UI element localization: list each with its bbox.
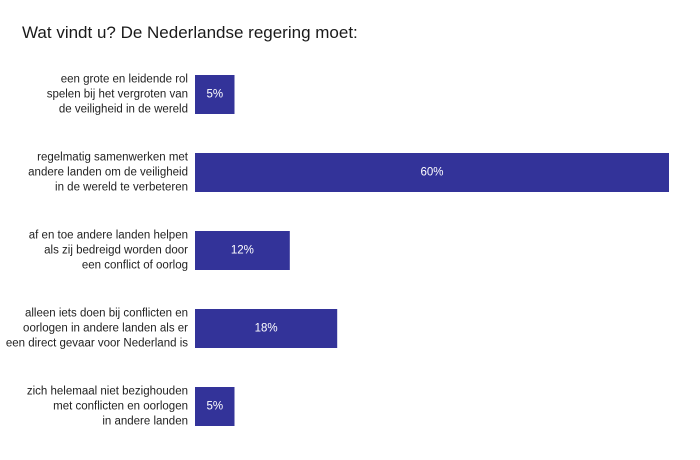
category-label-line: andere landen om de veiligheid	[28, 167, 188, 179]
category-label-line: als zij bedreigd worden door	[44, 245, 188, 257]
category-label-5: zich helemaal niet bezighouden met confli…	[27, 386, 188, 428]
category-label-line: een conflict of oorlog	[82, 260, 188, 272]
category-label-line: de veiligheid in de wereld	[59, 104, 188, 116]
category-label-line: een grote en leidende rol	[61, 74, 188, 86]
bar-3	[195, 231, 290, 270]
bar-value-label-1: 5%	[206, 89, 223, 101]
bar-value-label-3: 12%	[231, 245, 254, 257]
bar-value-label-5: 5%	[206, 401, 223, 413]
category-label-2: regelmatig samenwerken met andere landen …	[28, 152, 189, 194]
category-label-line: in andere landen	[102, 416, 188, 428]
category-label-4: alleen iets doen bij conflicten en oorlog…	[6, 308, 188, 350]
category-label-line: in de wereld te verbeteren	[55, 182, 188, 194]
bar-5	[195, 387, 235, 426]
bar-1	[195, 75, 235, 114]
bar-4	[195, 309, 338, 348]
bar-2	[195, 153, 669, 192]
category-label-line: spelen bij het vergroten van	[47, 89, 188, 101]
chart-title: Wat vindt u? De Nederlandse regering moe…	[22, 23, 358, 42]
category-label-line: alleen iets doen bij conflicten en	[25, 308, 188, 320]
category-label-1: een grote en leidende rol spelen bij het …	[47, 74, 188, 116]
category-label-line: zich helemaal niet bezighouden	[27, 386, 188, 398]
category-label-line: met conflicten en oorlogen	[53, 401, 188, 413]
category-label-3: af en toe andere landen helpen als zij be…	[29, 230, 188, 272]
category-label-line: oorlogen in andere landen als er	[23, 323, 188, 335]
bar-value-label-2: 60%	[420, 167, 443, 179]
bar-value-label-4: 18%	[255, 323, 278, 335]
category-label-line: regelmatig samenwerken met	[37, 152, 189, 164]
category-label-line: af en toe andere landen helpen	[29, 230, 188, 242]
category-label-line: een direct gevaar voor Nederland is	[6, 338, 188, 350]
